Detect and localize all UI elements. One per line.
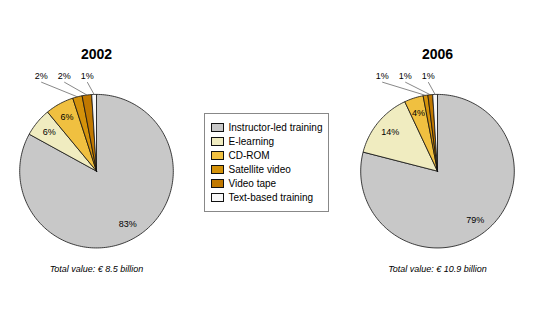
- svg-text:83%: 83%: [119, 218, 137, 228]
- svg-text:2%: 2%: [58, 70, 71, 80]
- html-text:Video tape: Video tape: [228, 178, 277, 189]
- html-text:CD-ROM: CD-ROM: [228, 150, 270, 161]
- svg-text:6%: 6%: [60, 112, 73, 122]
- svg-text:Total value: € 8.5 billion: Total value: € 8.5 billion: [50, 263, 144, 273]
- svg-text:79%: 79%: [466, 214, 484, 224]
- html-text:E-learning: E-learning: [228, 136, 275, 147]
- svg-text:2006: 2006: [422, 45, 453, 61]
- html-text:Satellite video: Satellite video: [228, 164, 291, 175]
- svg-text:1%: 1%: [399, 70, 412, 80]
- svg-text:1%: 1%: [376, 70, 389, 80]
- svg-text:14%: 14%: [381, 126, 399, 136]
- svg-text:6%: 6%: [43, 126, 56, 136]
- svg-text:1%: 1%: [422, 70, 435, 80]
- svg-text:2%: 2%: [35, 70, 48, 80]
- svg-text:Total value: € 10.9 billion: Total value: € 10.9 billion: [388, 263, 487, 273]
- html-text:Text-based training: Text-based training: [228, 192, 313, 203]
- svg-text:2002: 2002: [81, 45, 112, 61]
- svg-text:1%: 1%: [81, 70, 94, 80]
- svg-text:4%: 4%: [412, 107, 425, 117]
- html-text:Instructor-led training: Instructor-led training: [228, 122, 323, 133]
